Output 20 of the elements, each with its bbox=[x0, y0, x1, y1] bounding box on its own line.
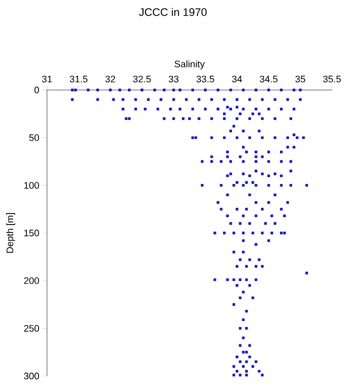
y-axis-title: Depth [m] bbox=[6, 213, 16, 253]
x-tick-label: 31 bbox=[42, 76, 52, 82]
x-tick-label: 33.5 bbox=[196, 76, 214, 82]
chart-title: JCCC in 1970 bbox=[139, 8, 207, 16]
y-tick-label: 0 bbox=[34, 86, 40, 94]
x-tick-label: 32 bbox=[105, 76, 116, 82]
y-tick-label: 150 bbox=[24, 230, 40, 236]
x-tick-label: 32.5 bbox=[133, 76, 151, 82]
y-tick-label: 100 bbox=[24, 182, 40, 189]
x-tick-label: 31.5 bbox=[70, 76, 88, 82]
x-tick-label: 35 bbox=[295, 76, 306, 82]
x-tick-label: 34 bbox=[232, 76, 242, 82]
y-tick-label: 50 bbox=[29, 134, 40, 142]
y-tick-label: 250 bbox=[24, 324, 40, 332]
x-tick-label: 33 bbox=[168, 76, 179, 82]
y-tick-label: 200 bbox=[24, 277, 40, 284]
x-tick-label: 35.5 bbox=[323, 76, 341, 82]
x-axis-title: Salinity bbox=[174, 60, 205, 70]
x-tick-label: 34.5 bbox=[260, 76, 278, 82]
y-tick-label: 300 bbox=[24, 372, 40, 380]
